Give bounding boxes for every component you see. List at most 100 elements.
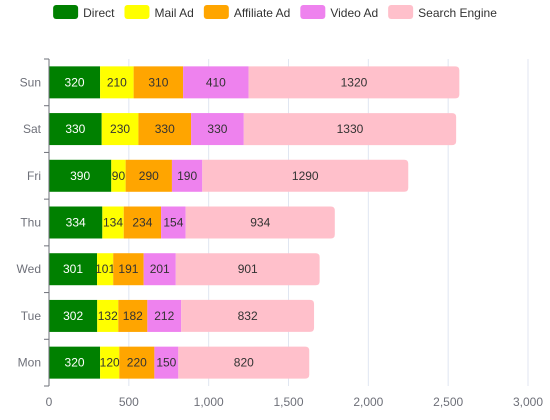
legend-label-search-engine: Search Engine	[418, 6, 497, 20]
y-tick-label-sun: Sun	[20, 75, 41, 89]
bar-search-engine-wed[interactable]	[175, 253, 320, 286]
bar-mail-ad-sun[interactable]	[100, 66, 134, 99]
bar-label-video-ad-sat: 330	[207, 122, 227, 136]
bars: 320 120 220 150 820 302 132 182 212 832 301 101 191 2…	[49, 66, 460, 379]
y-tick-label-sat: Sat	[23, 122, 42, 136]
legend-swatch-mail-ad	[124, 5, 150, 19]
bar-label-search-engine-mon: 820	[234, 356, 254, 370]
y-tick-label-wed: Wed	[17, 262, 41, 276]
legend-swatch-search-engine	[388, 5, 414, 19]
bar-affiliate-ad-mon[interactable]	[119, 346, 155, 379]
bar-label-affiliate-ad-sat: 330	[155, 122, 175, 136]
bar-label-mail-ad-tue: 132	[98, 309, 118, 323]
bar-label-search-engine-sun: 1320	[341, 75, 368, 89]
legend-swatch-affiliate-ad	[203, 5, 229, 19]
bar-label-search-engine-fri: 1290	[292, 169, 319, 183]
bar-direct-sat[interactable]	[49, 113, 102, 146]
bar-affiliate-ad-wed[interactable]	[113, 253, 144, 286]
y-tick-label-thu: Thu	[20, 216, 41, 230]
bar-label-mail-ad-mon: 120	[100, 356, 120, 370]
legend-label-direct: Direct	[83, 6, 115, 20]
bar-direct-fri[interactable]	[49, 159, 112, 192]
bar-affiliate-ad-thu[interactable]	[123, 206, 162, 239]
legend-item-video-ad[interactable]: Video Ad	[300, 5, 378, 20]
bar-label-mail-ad-sat: 230	[110, 122, 130, 136]
bar-affiliate-ad-fri[interactable]	[125, 159, 172, 192]
bar-label-affiliate-ad-wed: 191	[118, 262, 138, 276]
x-tick-label-1500: 1,500	[273, 395, 303, 409]
legend-swatch-direct	[53, 5, 79, 19]
bar-search-engine-sun[interactable]	[248, 66, 460, 99]
bar-video-ad-mon[interactable]	[154, 346, 179, 379]
x-tick-label-2000: 2,000	[353, 395, 383, 409]
bar-label-video-ad-wed: 201	[150, 262, 170, 276]
legend[interactable]: Direct Mail Ad Affiliate Ad Video Ad Search …	[53, 5, 497, 20]
bar-mail-ad-thu[interactable]	[102, 206, 124, 239]
bar-video-ad-tue[interactable]	[147, 299, 182, 332]
y-tick-label-mon: Mon	[18, 356, 41, 370]
bar-direct-thu[interactable]	[49, 206, 103, 239]
bar-label-mail-ad-fri: 90	[112, 169, 126, 183]
legend-label-affiliate-ad: Affiliate Ad	[234, 6, 290, 20]
bar-label-video-ad-tue: 212	[154, 309, 174, 323]
bar-label-affiliate-ad-fri: 290	[139, 169, 159, 183]
y-tick-label-fri: Fri	[27, 169, 41, 183]
bar-search-engine-fri[interactable]	[202, 159, 409, 192]
bar-mail-ad-sat[interactable]	[101, 113, 139, 146]
bar-direct-mon[interactable]	[49, 346, 101, 379]
x-tick-label-1000: 1,000	[194, 395, 224, 409]
bar-direct-wed[interactable]	[49, 253, 98, 286]
legend-item-search-engine[interactable]: Search Engine	[388, 5, 497, 20]
legend-label-mail-ad: Mail Ad	[154, 6, 193, 20]
x-tick-label-500: 500	[119, 395, 139, 409]
bar-label-video-ad-sun: 410	[206, 75, 226, 89]
bar-search-engine-tue[interactable]	[181, 299, 315, 332]
bar-label-affiliate-ad-mon: 220	[127, 356, 147, 370]
bar-label-mail-ad-thu: 134	[103, 216, 123, 230]
axes: 0 500 1,000 1,500 2,000 2,500 3,000 Mon Tue Wed Th…	[17, 58, 543, 409]
bar-mail-ad-tue[interactable]	[97, 299, 119, 332]
bar-video-ad-sun[interactable]	[183, 66, 249, 99]
bar-video-ad-fri[interactable]	[171, 159, 203, 192]
bar-label-mail-ad-sun: 210	[107, 75, 127, 89]
bar-label-direct-mon: 320	[65, 356, 85, 370]
bar-label-direct-tue: 302	[63, 309, 83, 323]
bar-label-video-ad-mon: 150	[156, 356, 176, 370]
bar-video-ad-sat[interactable]	[191, 113, 244, 146]
bar-affiliate-ad-sun[interactable]	[133, 66, 184, 99]
bar-label-mail-ad-wed: 101	[95, 262, 115, 276]
legend-label-video-ad: Video Ad	[330, 6, 378, 20]
x-tick-label-2500: 2,500	[433, 395, 463, 409]
bar-search-engine-thu[interactable]	[185, 206, 335, 239]
legend-item-direct[interactable]: Direct	[53, 5, 115, 20]
bar-label-affiliate-ad-thu: 234	[132, 216, 152, 230]
x-tick-label-3000: 3,000	[513, 395, 543, 409]
bar-label-search-engine-tue: 832	[238, 309, 258, 323]
bar-video-ad-thu[interactable]	[161, 206, 186, 239]
bar-direct-tue[interactable]	[49, 299, 98, 332]
legend-item-affiliate-ad[interactable]: Affiliate Ad	[203, 5, 290, 20]
bar-label-search-engine-thu: 934	[250, 216, 270, 230]
bar-label-direct-sun: 320	[65, 75, 85, 89]
bar-mail-ad-mon[interactable]	[100, 346, 120, 379]
bar-direct-sun[interactable]	[49, 66, 101, 99]
y-tick-label-tue: Tue	[21, 309, 42, 323]
bar-search-engine-sat[interactable]	[243, 113, 457, 146]
bar-label-search-engine-sat: 1330	[337, 122, 364, 136]
bar-mail-ad-wed[interactable]	[97, 253, 114, 286]
legend-swatch-video-ad	[300, 5, 326, 19]
bar-label-affiliate-ad-tue: 182	[123, 309, 143, 323]
x-tick-label-0: 0	[46, 395, 53, 409]
bar-affiliate-ad-tue[interactable]	[118, 299, 148, 332]
bar-label-video-ad-thu: 154	[163, 216, 183, 230]
bar-mail-ad-fri[interactable]	[111, 159, 126, 192]
bar-search-engine-mon[interactable]	[178, 346, 310, 379]
bar-video-ad-wed[interactable]	[143, 253, 176, 286]
bar-affiliate-ad-sat[interactable]	[138, 113, 192, 146]
legend-item-mail-ad[interactable]: Mail Ad	[124, 5, 194, 20]
bar-label-video-ad-fri: 190	[177, 169, 197, 183]
bar-label-direct-sat: 330	[65, 122, 85, 136]
bar-label-search-engine-wed: 901	[238, 262, 258, 276]
bar-label-direct-fri: 390	[70, 169, 90, 183]
